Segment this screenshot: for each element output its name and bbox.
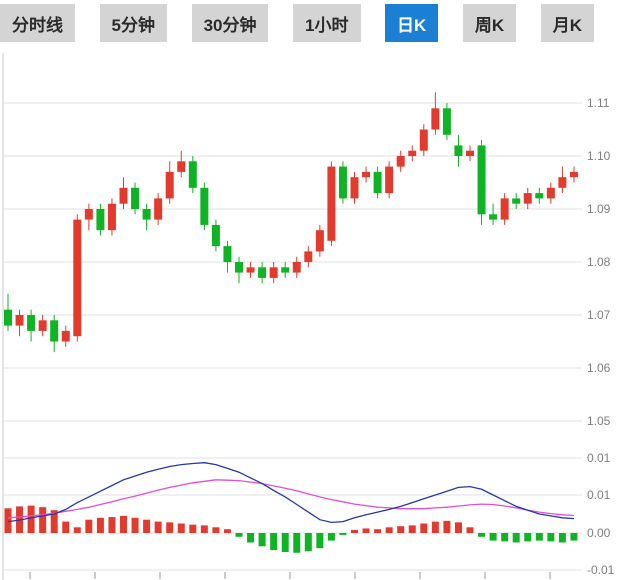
price-axis-label: 1.05: [587, 414, 611, 428]
price-axis-label: 1.09: [587, 202, 611, 216]
grid-and-axes: 1.11 1.10 1.09 1.08 1.07 1.06 1.05 0.01 0.01 0.00…: [2, 53, 615, 580]
macd-axis-label: 0.01: [587, 488, 611, 502]
tab-weekly-k[interactable]: 周K: [462, 4, 517, 42]
macd-axis-label: 0.01: [587, 451, 611, 465]
candles: [4, 92, 578, 353]
tab-1hour[interactable]: 1小时: [293, 4, 361, 42]
tab-daily-k[interactable]: 日K: [385, 4, 439, 42]
price-axis-label: 1.11: [587, 96, 610, 110]
price-axis-label: 1.07: [587, 308, 611, 322]
tab-30min[interactable]: 30分钟: [191, 4, 269, 42]
candlestick-chart[interactable]: 1.11 1.10 1.09 1.08 1.07 1.06 1.05 0.01 0.01 0.00…: [0, 45, 639, 580]
macd-axis-label: -0.01: [587, 563, 615, 577]
macd-axis-label: 0.00: [587, 526, 611, 540]
price-axis-label: 1.08: [587, 255, 611, 269]
price-axis-label: 1.10: [587, 149, 611, 163]
chart-area: 1.11 1.10 1.09 1.08 1.07 1.06 1.05 0.01 0.01 0.00…: [0, 45, 639, 580]
dea-line: [7, 479, 575, 519]
price-axis-label: 1.06: [587, 361, 611, 375]
tab-monthly-k[interactable]: 月K: [540, 4, 594, 42]
tab-timeshare[interactable]: 分时线: [0, 4, 75, 42]
timeframe-tabbar: 分时线 5分钟 30分钟 1小时 日K 周K 月K: [0, 0, 639, 45]
dif-line: [7, 462, 575, 524]
tab-5min[interactable]: 5分钟: [99, 4, 168, 42]
macd-histogram: [4, 505, 578, 553]
